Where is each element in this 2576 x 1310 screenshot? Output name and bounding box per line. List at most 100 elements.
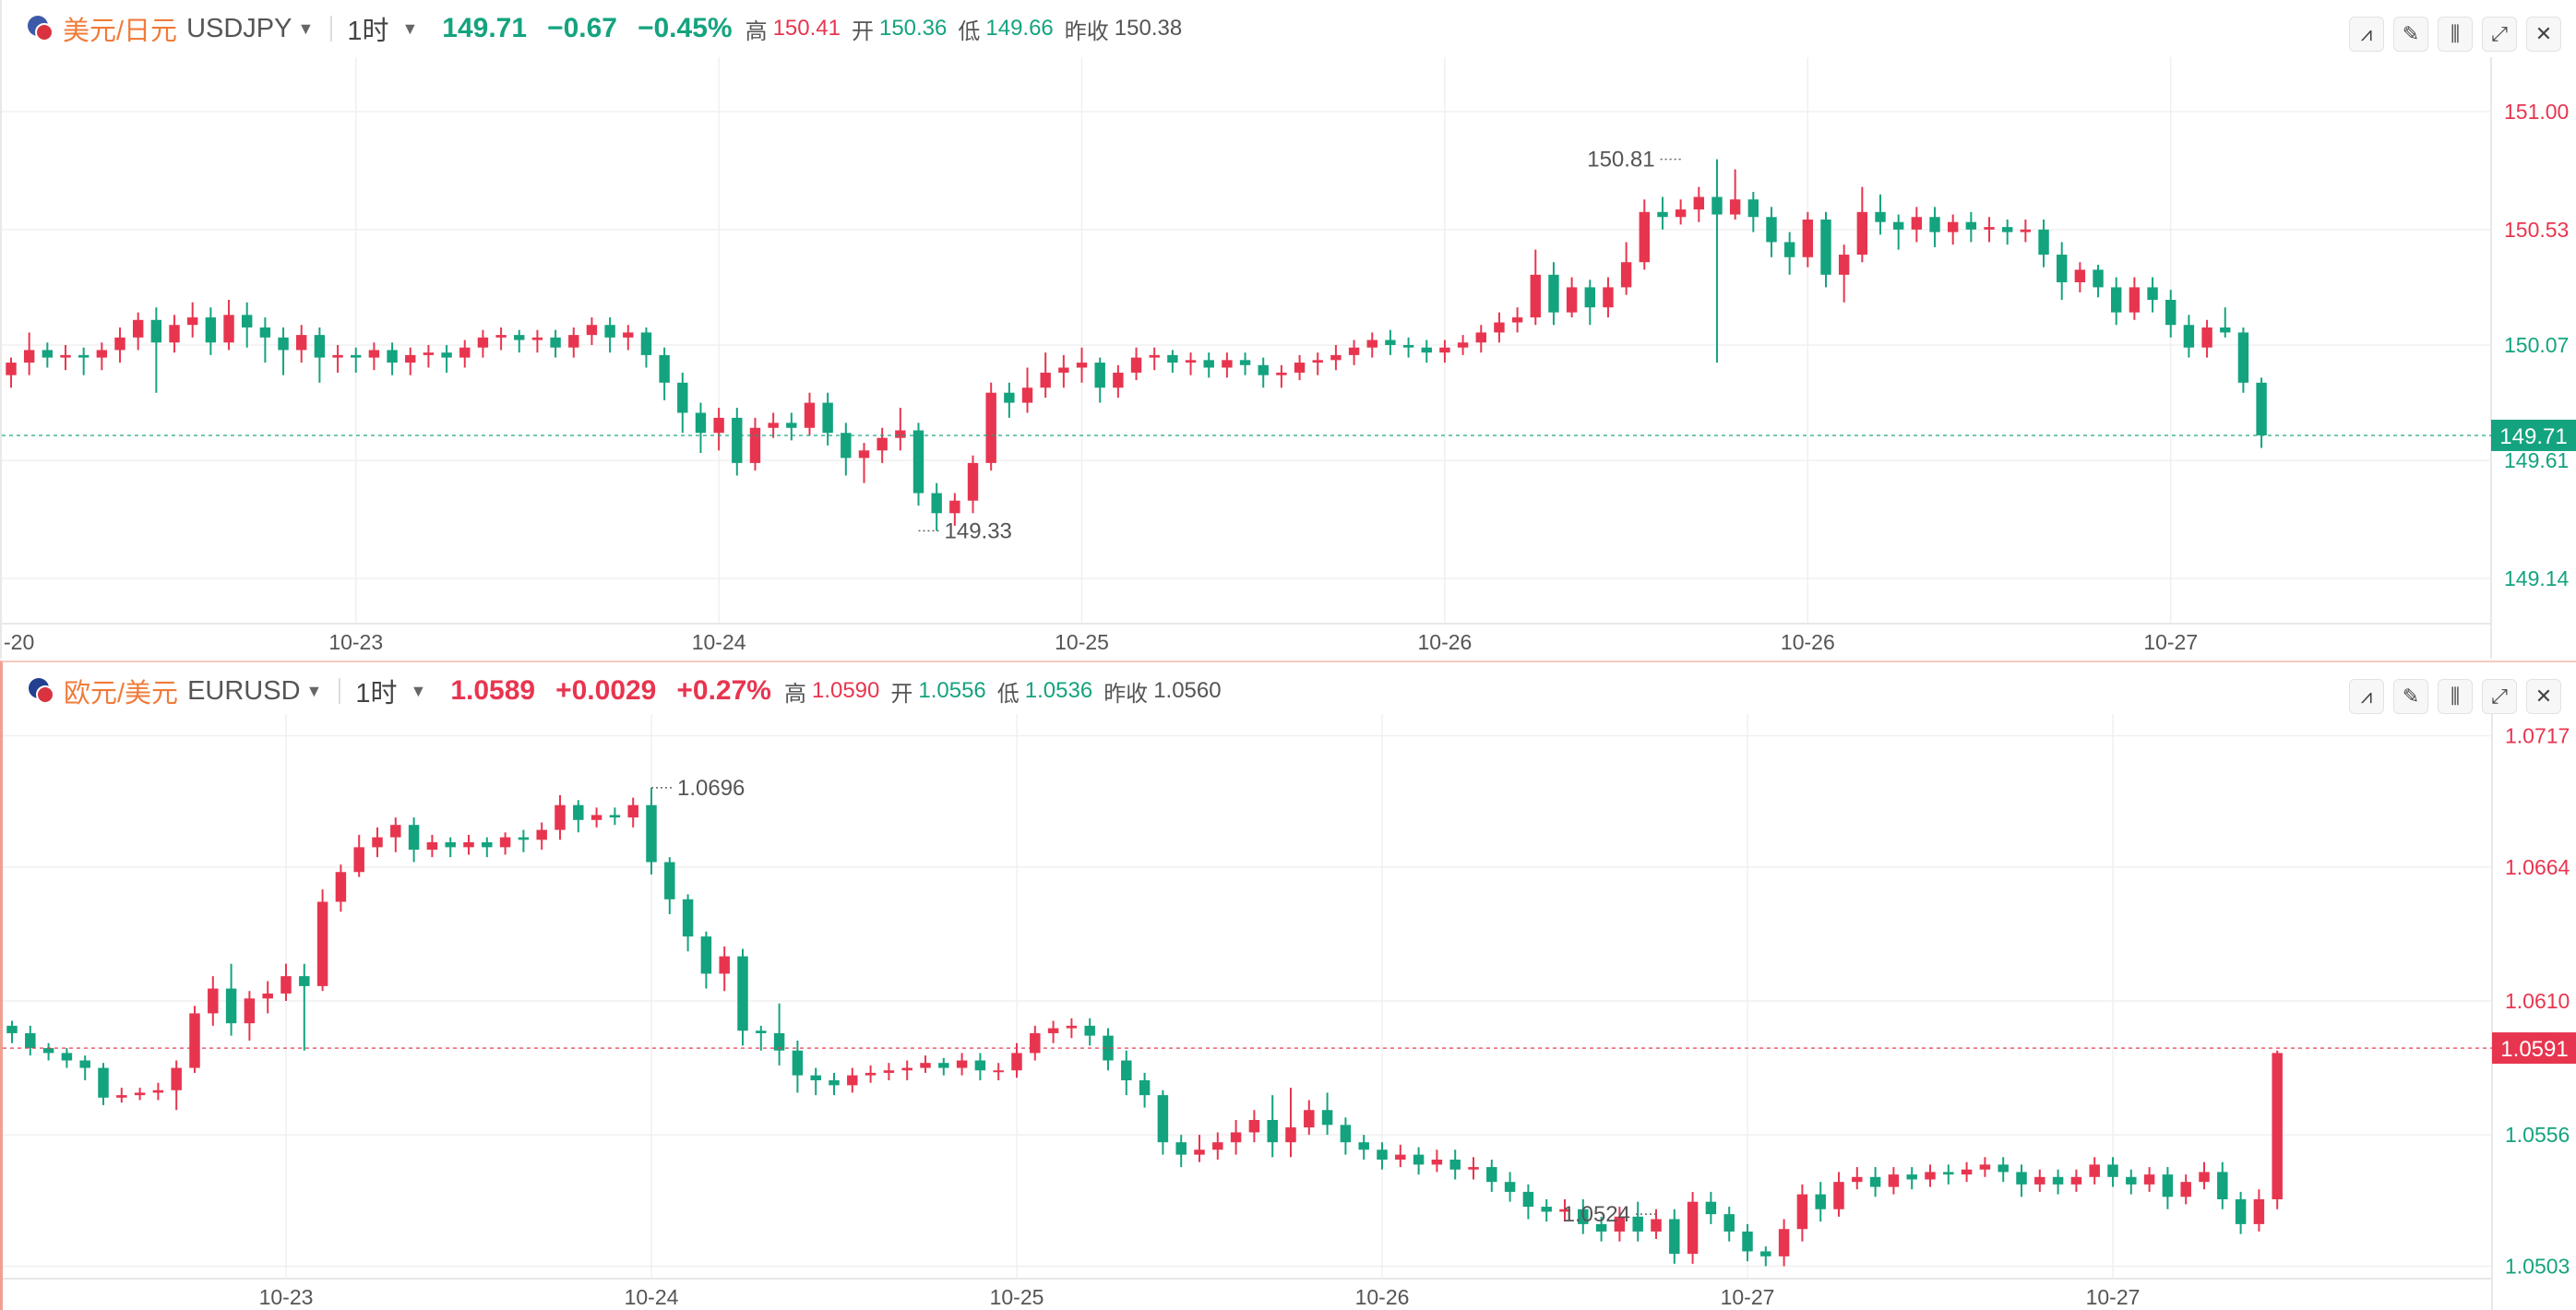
candle-body [550, 337, 561, 348]
chart-settings-icon[interactable]: ⩘ [2349, 17, 2384, 52]
y-tick-label: 1.0717 [2505, 723, 2570, 747]
candle-body [2237, 332, 2249, 383]
prev-close-value: 150.38 [1114, 16, 1183, 41]
draw-tool-icon[interactable]: ✎ [2393, 679, 2428, 714]
candle-body [495, 335, 507, 338]
candle-body [677, 382, 688, 413]
candle-body [2162, 1174, 2174, 1197]
candle-body [316, 901, 328, 986]
last-price-tag-label: 149.71 [2499, 424, 2567, 449]
candle-body [1030, 1032, 1041, 1054]
candle-body [299, 976, 310, 986]
candlestick-chart[interactable]: 1.0717 1.0664 1.0610 1.0556 1.0503 10-23 10-24… [3, 662, 2576, 1310]
prev-close-value: 1.0560 [1153, 678, 1222, 703]
candle-body [568, 335, 579, 348]
candle-body [640, 332, 652, 355]
candle-body [659, 354, 670, 383]
candle-body [2111, 287, 2122, 313]
candle-body [2001, 227, 2013, 232]
candle-body [901, 1067, 912, 1071]
candle-body [1833, 1182, 1844, 1209]
draw-tool-icon[interactable]: ✎ [2393, 17, 2428, 52]
candle-body [1185, 360, 1197, 363]
candle-body [186, 317, 198, 326]
candle-body [1149, 354, 1160, 358]
candle-body [1494, 322, 1505, 333]
candle-body [351, 354, 362, 358]
candle-body [847, 1075, 858, 1086]
high-label: 高 [783, 681, 806, 707]
chart-toolbar: ⩘ ✎ ⫼ ⤢ ✕ [2349, 679, 2561, 714]
chart-panel-eurusd[interactable]: 欧元/美元 EURUSD ▼ 1时 ▼ 1.0589 +0.0029 +0.27… [0, 661, 2576, 1310]
candle-body [2183, 325, 2195, 348]
candle-body [1004, 392, 1015, 403]
candle-body [314, 335, 326, 358]
candle-body [810, 1075, 821, 1080]
candle-body [1421, 347, 1432, 353]
candle-body [1965, 221, 1977, 230]
candle-body [586, 325, 598, 336]
symbol-chevron-down-icon[interactable]: ▼ [297, 18, 315, 38]
candle-body [1340, 1125, 1352, 1143]
candle-body [719, 956, 730, 974]
indicator-icon[interactable]: ⫼ [2438, 679, 2473, 714]
symbol-chevron-down-icon[interactable]: ▼ [305, 681, 323, 700]
candle-body [1815, 1194, 1826, 1209]
candle-body [841, 433, 852, 458]
candle-body [858, 450, 870, 458]
candle-body [1522, 1191, 1534, 1208]
instrument-symbol[interactable]: EURUSD [187, 675, 301, 706]
candle-body [242, 315, 253, 328]
candle-body [792, 1050, 804, 1076]
chart-panel-usdjpy[interactable]: 美元/日元 USDJPY ▼ 1时 ▼ 149.71 −0.67 −0.45% … [0, 0, 2576, 659]
candle-body [2272, 1053, 2283, 1199]
candle-body [2199, 1172, 2210, 1183]
open-label: 开 [851, 18, 874, 44]
candle-body [280, 976, 292, 994]
candle-body [804, 402, 816, 428]
candle-body [1705, 1201, 1717, 1215]
candle-body [1595, 1223, 1607, 1232]
candle-body [1021, 387, 1033, 403]
low-value: 1.0536 [1024, 678, 1093, 703]
close-icon[interactable]: ✕ [2526, 17, 2561, 52]
candle-body [1632, 1216, 1643, 1232]
candlestick-chart[interactable]: 151.00 150.53 150.07 149.61 149.14 -20 10-23 10… [2, 0, 2576, 659]
timeframe-chevron-down-icon[interactable]: ▼ [401, 18, 419, 38]
candle-body [1530, 274, 1541, 318]
candle-body [116, 1095, 127, 1098]
candle-body [2016, 1172, 2027, 1185]
y-tick-label: 1.0556 [2505, 1123, 2570, 1147]
close-icon[interactable]: ✕ [2526, 679, 2561, 714]
timeframe-chevron-down-icon[interactable]: ▼ [410, 681, 427, 700]
last-price-tag [2491, 419, 2576, 451]
candle-body [1130, 357, 1142, 373]
candle-body [2038, 229, 2049, 256]
candle-body [2147, 287, 2158, 301]
candle-body [25, 1032, 36, 1049]
candle-body [895, 430, 906, 438]
candle-body [1675, 209, 1687, 218]
candle-body [244, 998, 256, 1024]
candle-body [1103, 1035, 1114, 1061]
candle-body [426, 842, 438, 851]
chart-settings-icon[interactable]: ⩘ [2349, 679, 2384, 714]
candle-body [1486, 1167, 1497, 1183]
candle-body [1385, 339, 1396, 345]
candle-body [1449, 1160, 1461, 1170]
candle-body [920, 1063, 931, 1068]
candle-body [573, 804, 584, 820]
candle-body [912, 430, 924, 494]
expand-icon[interactable]: ⤢ [2482, 679, 2517, 714]
instrument-symbol[interactable]: USDJPY [186, 13, 292, 43]
price-change: −0.67 [547, 13, 617, 43]
divider [339, 678, 341, 704]
candle-body [2217, 1172, 2228, 1199]
candle-body [1729, 199, 1741, 215]
candle-body [1294, 363, 1306, 373]
timeframe-selector[interactable]: 1时 [347, 17, 389, 46]
expand-icon[interactable]: ⤢ [2482, 17, 2517, 52]
candle-body [1687, 1201, 1699, 1255]
indicator-icon[interactable]: ⫼ [2438, 17, 2473, 52]
timeframe-selector[interactable]: 1时 [355, 679, 398, 709]
